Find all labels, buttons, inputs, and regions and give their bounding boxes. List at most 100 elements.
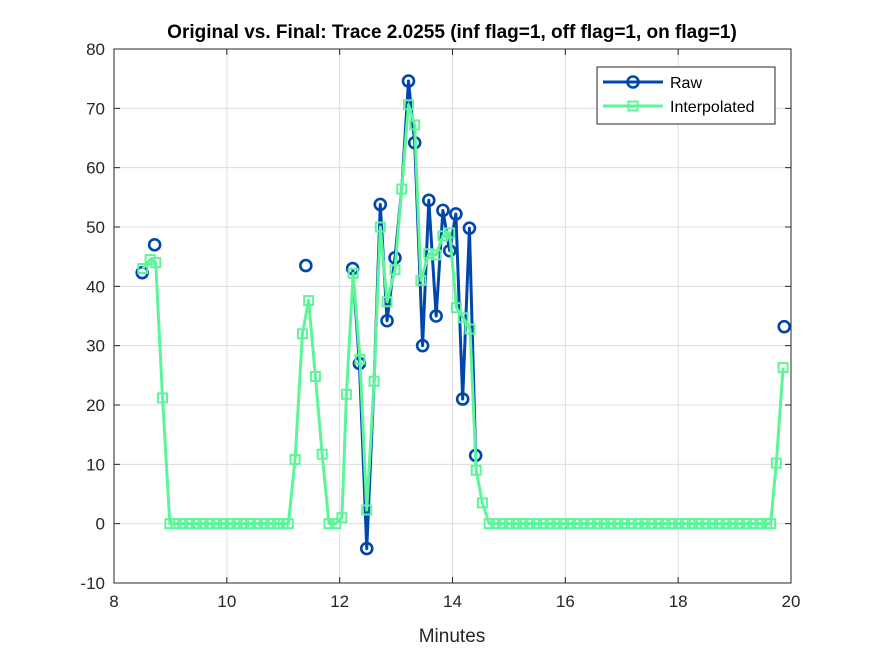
interpolated-point bbox=[483, 518, 495, 530]
interpolated-point bbox=[217, 518, 229, 530]
interpolated-point bbox=[437, 230, 449, 242]
interpolated-point bbox=[347, 267, 359, 279]
interpolated-point bbox=[551, 518, 563, 530]
interpolated-point bbox=[770, 457, 782, 469]
interpolated-point bbox=[144, 254, 156, 266]
interpolated-point bbox=[409, 119, 421, 131]
interpolated-point bbox=[190, 518, 202, 530]
y-tick-label: 20 bbox=[86, 396, 105, 415]
interpolated-point bbox=[464, 323, 476, 335]
y-tick-label: 80 bbox=[86, 40, 105, 59]
interpolated-point bbox=[639, 518, 651, 530]
raw-point bbox=[455, 392, 470, 406]
interpolated-point bbox=[680, 518, 692, 530]
interpolated-point bbox=[361, 504, 373, 516]
raw-point bbox=[359, 541, 374, 556]
interpolated-point bbox=[490, 518, 502, 530]
interpolated-point bbox=[591, 518, 603, 530]
interpolated-point bbox=[309, 371, 321, 383]
interpolated-point bbox=[374, 221, 386, 233]
interpolated-point bbox=[316, 448, 328, 460]
interpolated-point bbox=[204, 518, 216, 530]
interpolated-point bbox=[625, 518, 637, 530]
interpolated-point bbox=[289, 454, 301, 466]
interpolated-point bbox=[251, 518, 263, 530]
x-tick-label: 18 bbox=[669, 592, 688, 611]
interpolated-point bbox=[457, 312, 469, 324]
y-tick-label: 10 bbox=[86, 455, 105, 474]
interpolated-point bbox=[150, 257, 162, 269]
series-layer bbox=[135, 74, 792, 556]
interpolated-point bbox=[558, 518, 570, 530]
raw-point bbox=[147, 238, 162, 252]
raw-point bbox=[380, 313, 394, 328]
raw-point bbox=[449, 207, 463, 221]
interpolated-point bbox=[727, 518, 739, 530]
interpolated-point bbox=[323, 518, 335, 530]
interpolated-point bbox=[164, 518, 176, 530]
interpolated-point bbox=[265, 518, 277, 530]
interpolated-point bbox=[170, 518, 182, 530]
x-tick-label: 10 bbox=[217, 592, 236, 611]
interpolated-point bbox=[211, 518, 223, 530]
interpolated-point bbox=[497, 518, 509, 530]
interpolated-point bbox=[619, 518, 631, 530]
y-tick-label: -10 bbox=[80, 574, 105, 593]
interpolated-point bbox=[585, 518, 597, 530]
legend-marker bbox=[626, 75, 640, 89]
x-tick-label: 20 bbox=[782, 592, 801, 611]
ticks: 8 10 12 14 16 18 20 -10 0 10 20 30 40 50 60 70 80 bbox=[80, 40, 800, 611]
interpolated-point bbox=[713, 518, 725, 530]
interpolated-point bbox=[430, 249, 442, 261]
interpolated-point bbox=[765, 518, 777, 530]
chart-title: Original vs. Final: Trace 2.0255 (inf fl… bbox=[167, 22, 737, 43]
interpolated-point bbox=[707, 518, 719, 530]
interpolated-point bbox=[415, 274, 427, 286]
interpolated-point bbox=[245, 518, 257, 530]
raw-point bbox=[777, 319, 792, 334]
interpolated-point bbox=[224, 518, 236, 530]
raw-point bbox=[429, 309, 443, 323]
interpolated-point bbox=[177, 518, 189, 530]
raw-point bbox=[415, 338, 430, 353]
interpolated-point bbox=[571, 518, 583, 530]
interpolated-point bbox=[296, 328, 308, 340]
interpolated-point bbox=[537, 518, 549, 530]
y-tick-label: 0 bbox=[96, 515, 105, 534]
interpolated-point bbox=[524, 518, 536, 530]
interpolated-point bbox=[754, 518, 766, 530]
interpolated-point bbox=[354, 353, 366, 365]
interpolated-point bbox=[282, 518, 294, 530]
interpolated-point bbox=[184, 518, 196, 530]
interpolated-point bbox=[340, 388, 352, 400]
interpolated-point bbox=[197, 518, 209, 530]
interpolated-point bbox=[659, 518, 671, 530]
interpolated-point bbox=[564, 518, 576, 530]
interpolated-point bbox=[450, 302, 462, 314]
interpolated-point bbox=[503, 518, 515, 530]
interpolated-point bbox=[544, 518, 556, 530]
interpolated-point bbox=[686, 518, 698, 530]
raw-point bbox=[422, 193, 436, 208]
y-tick-label: 30 bbox=[86, 337, 105, 356]
legend-label: Interpolated bbox=[670, 99, 755, 116]
interpolated-point bbox=[157, 392, 169, 404]
interpolated-point bbox=[303, 295, 315, 307]
interpolated-point bbox=[740, 518, 752, 530]
interpolated-point bbox=[476, 497, 488, 509]
interpolated-point bbox=[368, 375, 380, 387]
interpolated-point bbox=[734, 518, 746, 530]
interpolated-point bbox=[777, 362, 789, 374]
interpolated-point bbox=[720, 518, 732, 530]
interpolated-point bbox=[231, 518, 243, 530]
interpolated-point bbox=[389, 264, 401, 276]
interpolated-series-line bbox=[141, 103, 785, 526]
interpolated-point bbox=[137, 263, 149, 275]
interpolated-point bbox=[598, 518, 610, 530]
legend-marker bbox=[627, 100, 639, 112]
legend: Raw Interpolated bbox=[596, 66, 776, 125]
interpolated-point bbox=[578, 518, 590, 530]
interpolated-point bbox=[652, 518, 664, 530]
interpolated-point bbox=[646, 518, 658, 530]
